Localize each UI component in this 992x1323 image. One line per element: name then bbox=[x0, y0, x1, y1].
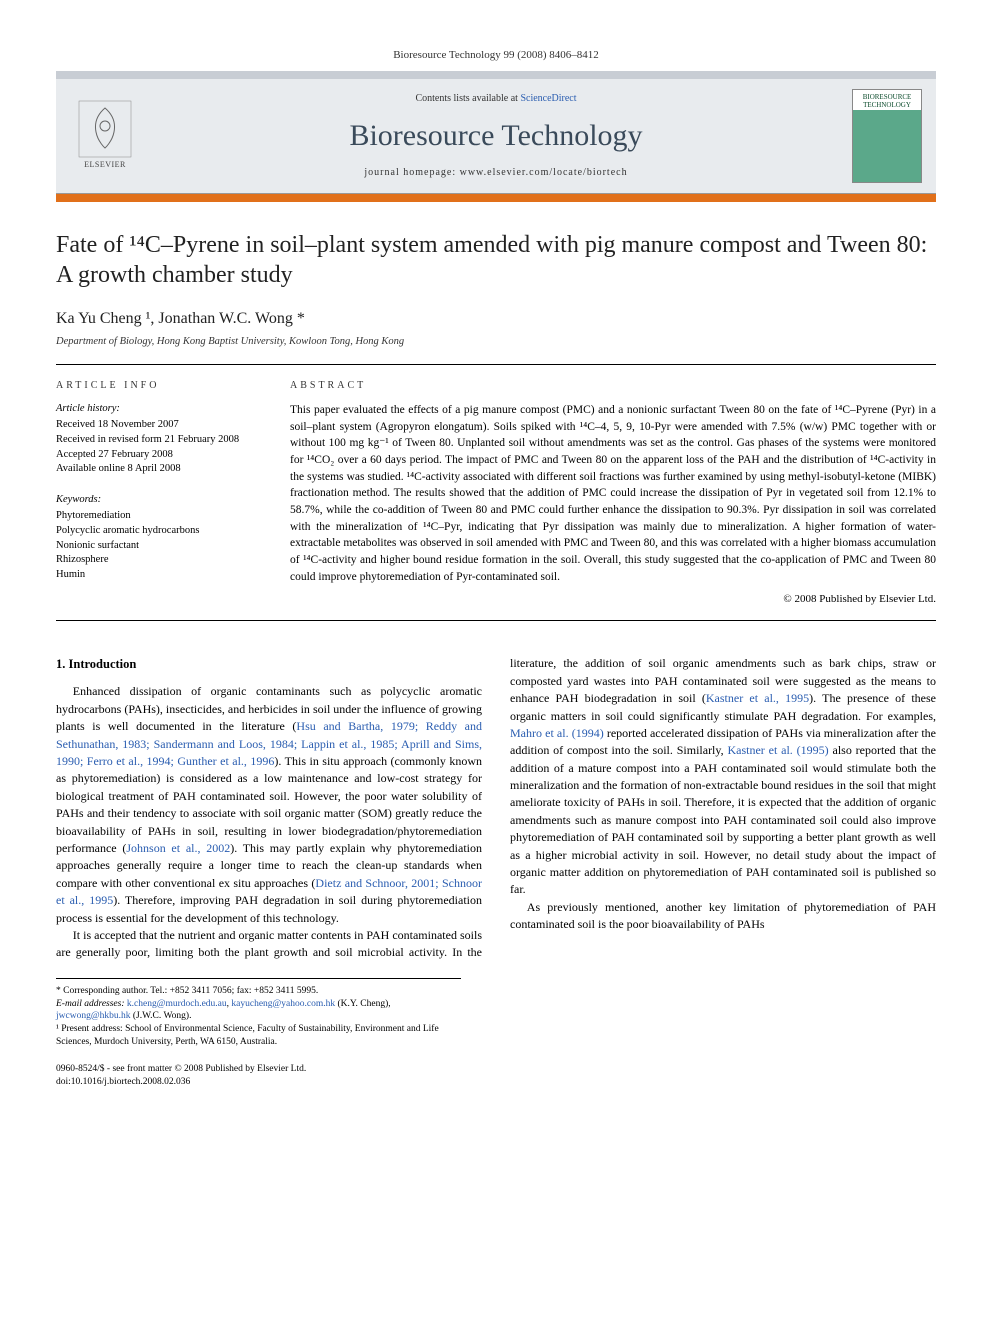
contents-prefix: Contents lists available at bbox=[415, 93, 520, 104]
journal-cover-thumb: BIORESOURCE TECHNOLOGY bbox=[852, 89, 922, 183]
history-revised: Received in revised form 21 February 200… bbox=[56, 433, 256, 448]
copyright: © 2008 Published by Elsevier Ltd. bbox=[290, 592, 936, 607]
article-info-column: ARTICLE INFO Article history: Received 1… bbox=[56, 379, 256, 607]
email-attr: (J.W.C. Wong). bbox=[130, 1011, 191, 1021]
history-accepted: Accepted 27 February 2008 bbox=[56, 448, 256, 463]
keyword: Rhizosphere bbox=[56, 553, 256, 568]
email-link[interactable]: jwcwong@hkbu.hk bbox=[56, 1011, 130, 1021]
journal-reference: Bioresource Technology 99 (2008) 8406–84… bbox=[56, 48, 936, 63]
present-address: ¹ Present address: School of Environment… bbox=[56, 1023, 461, 1049]
publisher-caption: ELSEVIER bbox=[84, 160, 126, 171]
homepage-url[interactable]: www.elsevier.com/locate/biortech bbox=[460, 167, 628, 178]
citation-link[interactable]: Kastner et al., 1995 bbox=[706, 691, 809, 705]
homepage-prefix: journal homepage: bbox=[364, 167, 459, 178]
history-online: Available online 8 April 2008 bbox=[56, 462, 256, 477]
body-text: ). This in situ approach (commonly known… bbox=[56, 754, 482, 855]
history-label: Article history: bbox=[56, 402, 256, 416]
journal-header: ELSEVIER Contents lists available at Sci… bbox=[56, 71, 936, 194]
keyword: Nonionic surfactant bbox=[56, 539, 256, 554]
keywords-label: Keywords: bbox=[56, 493, 256, 507]
history-received: Received 18 November 2007 bbox=[56, 418, 256, 433]
keyword: Phytoremediation bbox=[56, 509, 256, 524]
homepage-line: journal homepage: www.elsevier.com/locat… bbox=[140, 166, 852, 180]
keyword: Humin bbox=[56, 568, 256, 583]
email-label: E-mail addresses: bbox=[56, 999, 127, 1009]
citation-link[interactable]: Kastner et al. (1995) bbox=[727, 743, 828, 757]
body-text: also reported that the addition of a mat… bbox=[510, 743, 936, 896]
article-info-heading: ARTICLE INFO bbox=[56, 379, 256, 393]
abstract-column: ABSTRACT This paper evaluated the effect… bbox=[290, 379, 936, 607]
body-paragraph: Enhanced dissipation of organic contamin… bbox=[56, 683, 482, 926]
abstract-heading: ABSTRACT bbox=[290, 379, 936, 393]
body-text: As previously mentioned, another key lim… bbox=[510, 900, 936, 931]
sciencedirect-link[interactable]: ScienceDirect bbox=[520, 93, 576, 104]
journal-name: Bioresource Technology bbox=[140, 116, 852, 157]
email-link[interactable]: kayucheng@yahoo.com.hk bbox=[231, 999, 335, 1009]
body-columns: 1. Introduction Enhanced dissipation of … bbox=[56, 655, 936, 961]
authors: Ka Yu Cheng ¹, Jonathan W.C. Wong * bbox=[56, 308, 936, 330]
article-title: Fate of ¹⁴C–Pyrene in soil–plant system … bbox=[56, 230, 936, 290]
orange-rule bbox=[56, 194, 936, 202]
rule-below-abstract bbox=[56, 620, 936, 621]
citation-link[interactable]: Johnson et al., 2002 bbox=[126, 841, 230, 855]
corresponding-author: * Corresponding author. Tel.: +852 3411 … bbox=[56, 985, 461, 998]
elsevier-logo: ELSEVIER bbox=[70, 97, 140, 175]
contents-line: Contents lists available at ScienceDirec… bbox=[140, 92, 852, 106]
affiliation: Department of Biology, Hong Kong Baptist… bbox=[56, 335, 936, 349]
front-matter-line: 0960-8524/$ - see front matter © 2008 Pu… bbox=[56, 1063, 936, 1076]
citation-link[interactable]: Mahro et al. (1994) bbox=[510, 726, 604, 740]
body-paragraph: As previously mentioned, another key lim… bbox=[510, 899, 936, 934]
footnotes: * Corresponding author. Tel.: +852 3411 … bbox=[56, 978, 461, 1049]
body-text: ). Therefore, improving PAH degradation … bbox=[56, 893, 482, 924]
email-line: E-mail addresses: k.cheng@murdoch.edu.au… bbox=[56, 998, 461, 1024]
cover-text: BIORESOURCE TECHNOLOGY bbox=[853, 94, 921, 109]
rule-above-meta bbox=[56, 364, 936, 365]
email-link[interactable]: k.cheng@murdoch.edu.au bbox=[127, 999, 227, 1009]
footer-strip: 0960-8524/$ - see front matter © 2008 Pu… bbox=[56, 1063, 936, 1089]
abstract-text: This paper evaluated the effects of a pi… bbox=[290, 402, 936, 585]
section-heading: 1. Introduction bbox=[56, 655, 482, 673]
email-attr: (K.Y. Cheng), bbox=[335, 999, 391, 1009]
keyword: Polycyclic aromatic hydrocarbons bbox=[56, 524, 256, 539]
doi-line: doi:10.1016/j.biortech.2008.02.036 bbox=[56, 1076, 936, 1089]
